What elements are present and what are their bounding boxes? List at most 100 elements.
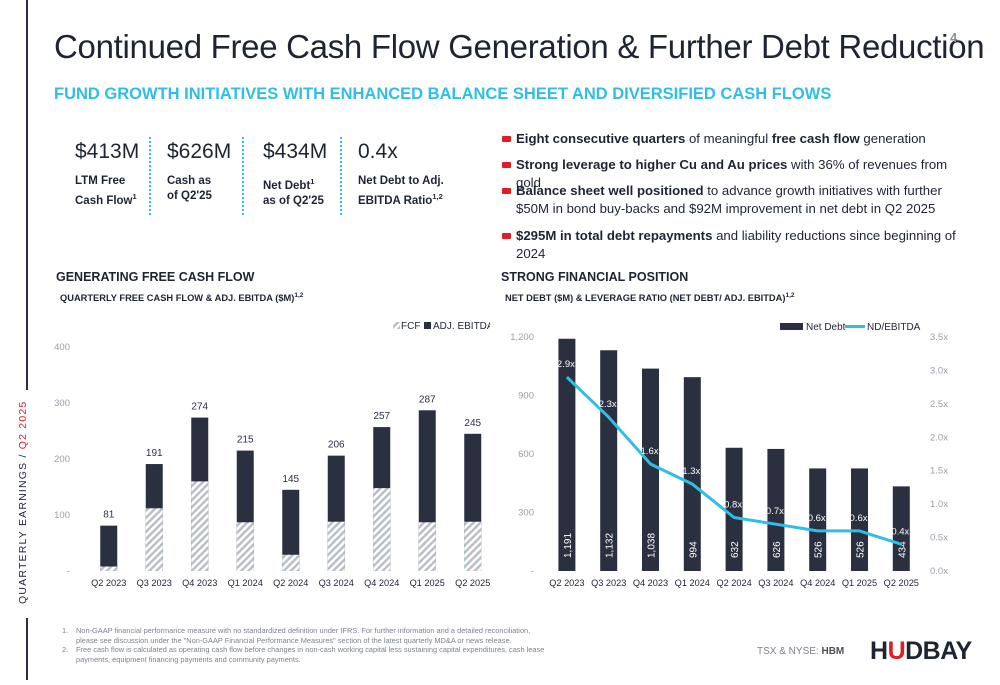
x-tick-label: Q2 2025 [455, 578, 490, 588]
ebitda-value-label: 274 [191, 402, 208, 413]
x-tick-label: Q2 2025 [884, 578, 919, 588]
x-tick-label: Q4 2024 [800, 578, 835, 588]
kpi-label: LTM Free Cash Flow1 [75, 175, 137, 207]
bullet-marker [502, 233, 511, 239]
legend-net-debt-swatch [780, 323, 803, 330]
x-tick-label: Q1 2024 [228, 578, 263, 588]
y-left-tick-label: 1,200 [510, 332, 534, 343]
x-tick-label: Q4 2024 [364, 578, 399, 588]
net-debt-bar [892, 486, 910, 571]
ebitda-value-label: 215 [237, 435, 254, 446]
fcf-bar [191, 481, 209, 571]
fcf-bar [327, 521, 345, 571]
x-tick-label: Q1 2025 [842, 578, 877, 588]
kpi-divider [340, 137, 342, 215]
y-right-tick-label: 1.0x [930, 499, 948, 510]
fcf-ebitda-chart: - 100 200 300 400 81 Q2 2023 191 Q3 2023 274 Q4 20… [54, 321, 490, 588]
leverage-value-label: 2.9x [557, 359, 575, 370]
x-tick-label: Q3 2024 [319, 578, 354, 588]
kpi-value: $434M [263, 140, 328, 163]
net-debt-bar [642, 368, 659, 571]
fcf-bar [373, 488, 391, 571]
kpi-value: $413M [75, 140, 140, 163]
bullet-item: Strong leverage to higher Cu and Au pric… [502, 156, 972, 192]
y-right-tick-label: 2.5x [930, 399, 948, 410]
net-debt-bar [809, 468, 827, 571]
y-right-tick-label: 3.5x [930, 332, 948, 343]
net-debt-value-label: 1,038 [647, 533, 658, 558]
y-left-tick-label: 900 [518, 391, 534, 402]
ebitda-bar [100, 525, 118, 571]
net-debt-value-label: 994 [688, 541, 699, 558]
leverage-value-label: 1.3x [682, 466, 700, 477]
net-debt-bar [725, 447, 743, 571]
right-chart-title: STRONG FINANCIAL POSITION [501, 270, 689, 284]
leverage-value-label: 0.6x [808, 513, 826, 524]
bullet-item: Eight consecutive quarters of meaningful… [502, 130, 972, 148]
legend-leverage-label: ND/EBITDA [867, 322, 921, 333]
leverage-line [565, 376, 902, 546]
x-tick-label: Q2 2024 [273, 578, 308, 588]
kpi-value: 0.4x [358, 140, 398, 163]
y-right-tick-label: 0.5x [930, 533, 948, 544]
ebitda-bar [282, 489, 300, 571]
net-debt-bar [600, 350, 618, 571]
net-debt-value-label: 526 [856, 541, 867, 558]
leverage-value-label: 2.3x [599, 399, 617, 410]
leverage-value-label: 0.8x [724, 500, 742, 511]
kpi-net-debt: $434M Net Debt1 as of Q2'25 [263, 140, 327, 209]
net-debt-bar [851, 468, 868, 571]
y-tick-label: 100 [54, 510, 70, 521]
bullet-item: $295M in total debt repayments and liabi… [502, 227, 972, 263]
kpi-label: Net Debt to Adj. EBITDA Ratio1,2 [358, 175, 444, 207]
legend-fcf-swatch [393, 322, 400, 329]
right-chart-subtitle: NET DEBT ($M) & LEVERAGE RATIO (NET DEBT… [505, 292, 795, 304]
left-rule-top [26, 0, 28, 390]
y-tick-label: - [67, 566, 70, 577]
x-tick-label: Q4 2023 [182, 578, 217, 588]
kpi-label: Cash as of Q2'25 [167, 175, 212, 202]
footnote: 2. Free cash flow is calculated as operat… [62, 645, 545, 664]
x-tick-label: Q2 2024 [716, 578, 751, 588]
left-chart-subtitle: QUARTERLY FREE CASH FLOW & ADJ. EBITDA (… [60, 292, 304, 304]
leverage-value-label: 0.7x [766, 506, 784, 517]
net-debt-bar [683, 377, 701, 571]
leverage-value-label: 0.6x [850, 513, 868, 524]
side-label: QUARTERLY EARNINGS / Q2 2025 [17, 400, 29, 604]
net-debt-bar [558, 338, 576, 571]
x-tick-label: Q3 2023 [591, 578, 626, 588]
x-tick-label: Q4 2023 [633, 578, 668, 588]
fcf-bar [145, 508, 163, 571]
x-tick-label: Q1 2024 [675, 578, 710, 588]
legend-ebitda-swatch [424, 322, 431, 329]
y-right-tick-label: 1.5x [930, 466, 948, 477]
y-tick-label: 300 [54, 398, 70, 409]
bullet-marker [502, 188, 511, 194]
company-logo: HUDBAY [870, 637, 972, 665]
net-debt-chart: - 300 600 900 1,200 0.0x 0.5x 1.0x 1.5x 2.0x 2.5x 3… [510, 322, 948, 588]
leverage-value-label: 1.6x [641, 446, 659, 457]
footnotes: 1. Non-GAAP financial performance measure… [62, 626, 552, 664]
exchange-listing: TSX & NYSE: HBM [757, 646, 845, 657]
ebitda-value-label: 145 [282, 474, 299, 485]
kpi-leverage: 0.4x Net Debt to Adj. EBITDA Ratio1,2 [358, 140, 444, 209]
y-right-tick-label: 3.0x [930, 365, 948, 376]
left-chart-title: GENERATING FREE CASH FLOW [56, 270, 255, 284]
y-right-tick-label: 0.0x [930, 566, 948, 577]
y-left-tick-label: 300 [518, 508, 534, 519]
bullet-marker [502, 162, 511, 168]
net-debt-bar [767, 448, 785, 571]
legend-net-debt-label: Net Debt [806, 322, 846, 333]
net-debt-value-label: 626 [772, 541, 783, 558]
y-left-tick-label: - [531, 566, 534, 577]
y-left-tick-label: 600 [518, 449, 534, 460]
ebitda-value-label: 287 [419, 394, 436, 405]
x-tick-label: Q1 2025 [410, 578, 445, 588]
net-debt-value-label: 434 [897, 541, 908, 558]
fcf-bar [236, 522, 254, 571]
legend-fcf-label: FCF [401, 321, 420, 332]
kpi-label: Net Debt1 as of Q2'25 [263, 177, 324, 207]
fcf-bar [464, 521, 482, 571]
kpi-divider [242, 137, 244, 215]
net-debt-value-label: 1,132 [605, 533, 616, 558]
